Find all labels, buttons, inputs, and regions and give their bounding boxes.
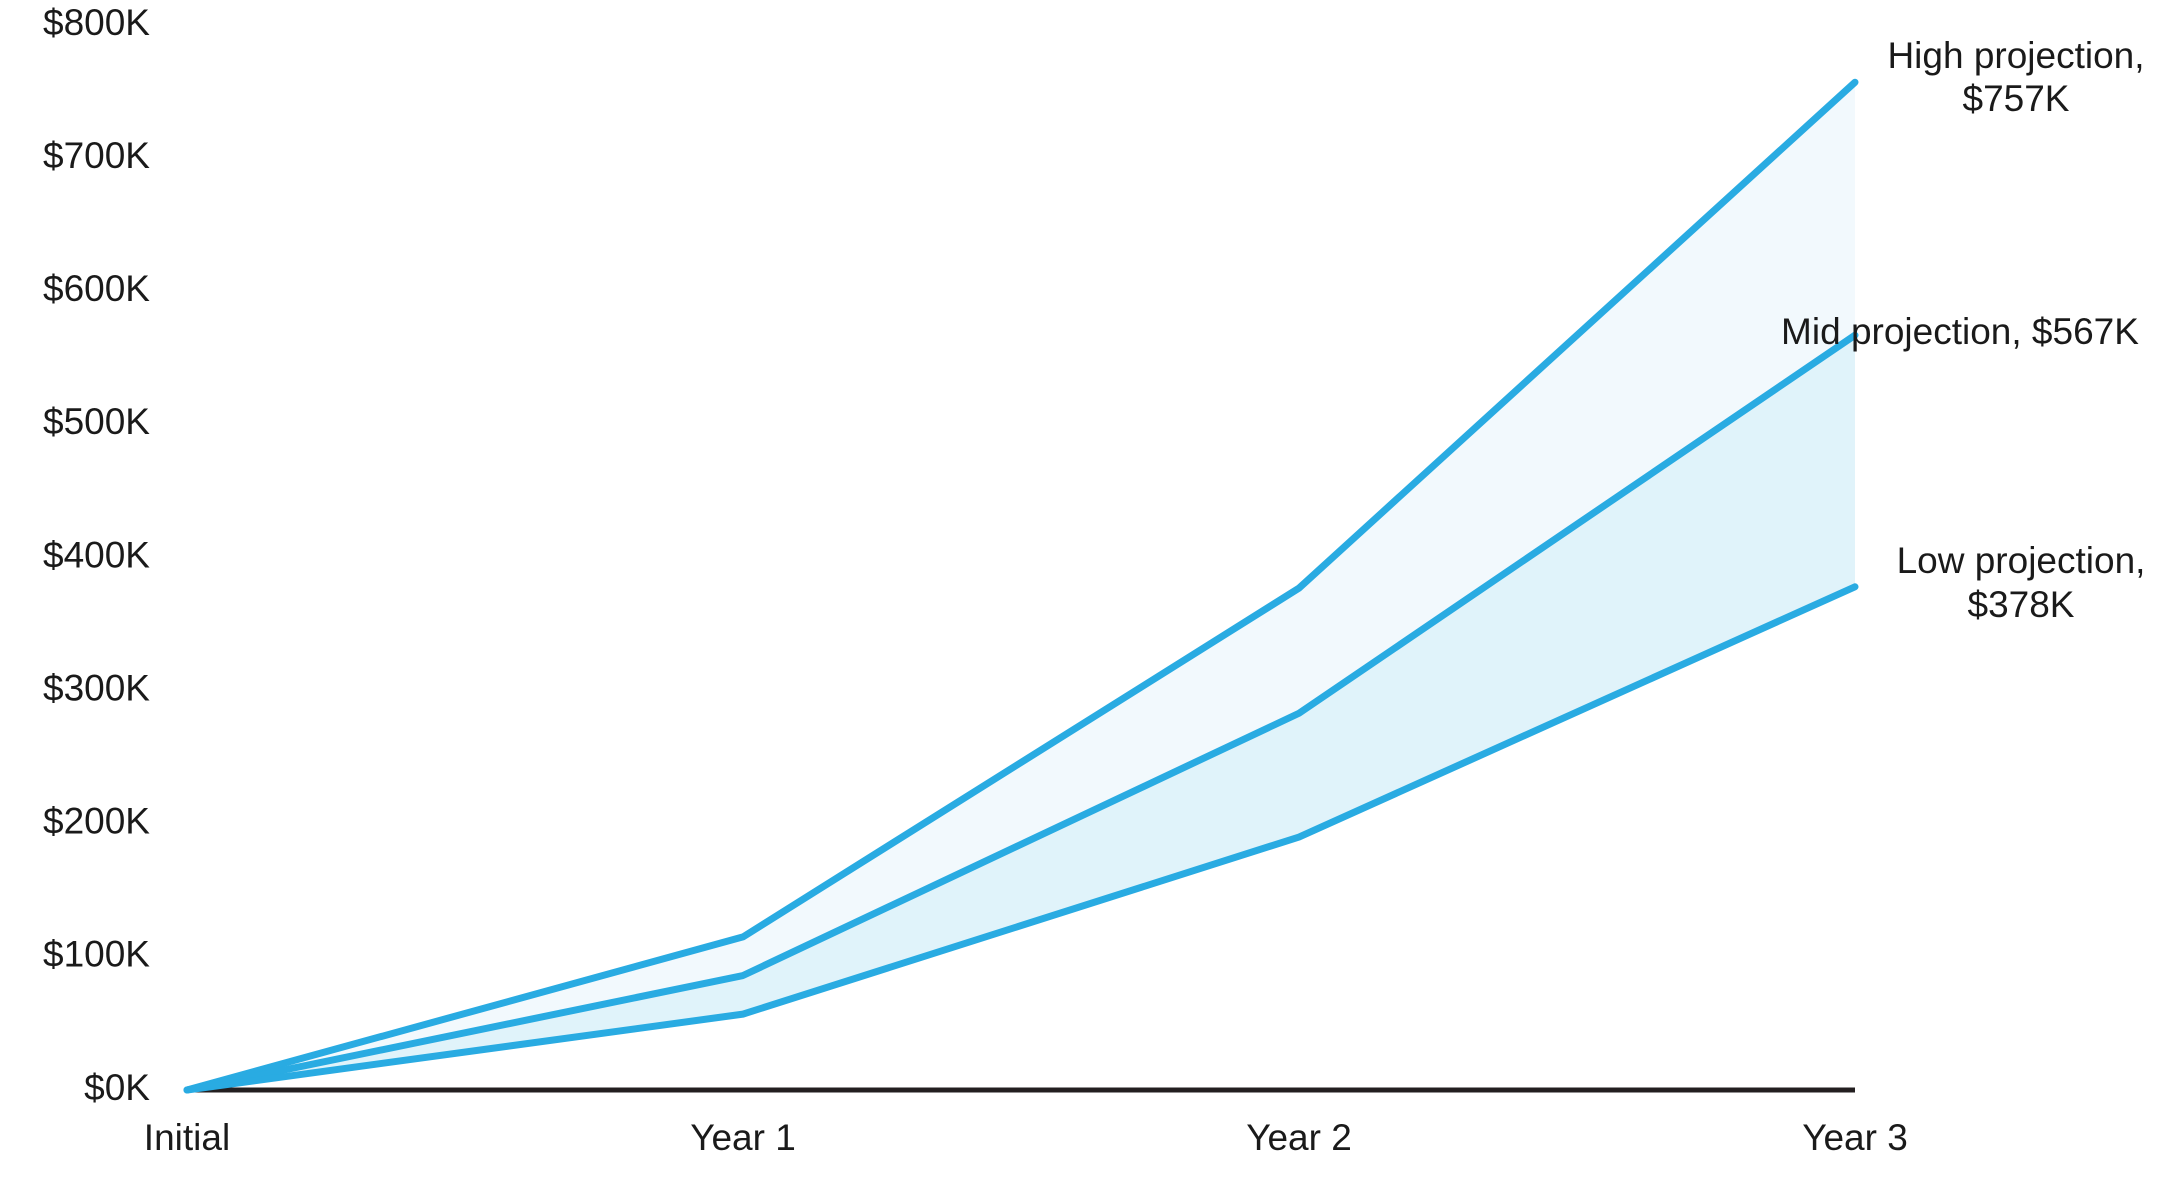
y-tick-label: $300K bbox=[43, 667, 150, 708]
y-tick-label: $500K bbox=[43, 401, 150, 442]
y-tick-label: $600K bbox=[43, 268, 150, 309]
y-tick-label: $800K bbox=[43, 2, 150, 43]
series-annotation: $757K bbox=[1963, 78, 2070, 119]
y-tick-label: $0K bbox=[84, 1067, 150, 1108]
x-tick-label: Year 3 bbox=[1802, 1117, 1908, 1158]
x-tick-label: Initial bbox=[144, 1117, 230, 1158]
y-tick-label: $700K bbox=[43, 135, 150, 176]
y-tick-label: $100K bbox=[43, 934, 150, 975]
series-annotation: $378K bbox=[1968, 584, 2075, 625]
range-band bbox=[187, 335, 1855, 1090]
y-tick-label: $400K bbox=[43, 534, 150, 575]
projection-line bbox=[183, 583, 1859, 1094]
projection-line bbox=[183, 331, 1859, 1094]
x-tick-label: Year 1 bbox=[690, 1117, 796, 1158]
series-annotation: Mid projection, $567K bbox=[1781, 311, 2139, 352]
x-tick-label: Year 2 bbox=[1246, 1117, 1352, 1158]
y-tick-label: $200K bbox=[43, 801, 150, 842]
series-annotation: High projection, bbox=[1887, 35, 2144, 76]
series-annotation: Low projection, bbox=[1897, 540, 2146, 581]
projection-line bbox=[183, 78, 1859, 1094]
